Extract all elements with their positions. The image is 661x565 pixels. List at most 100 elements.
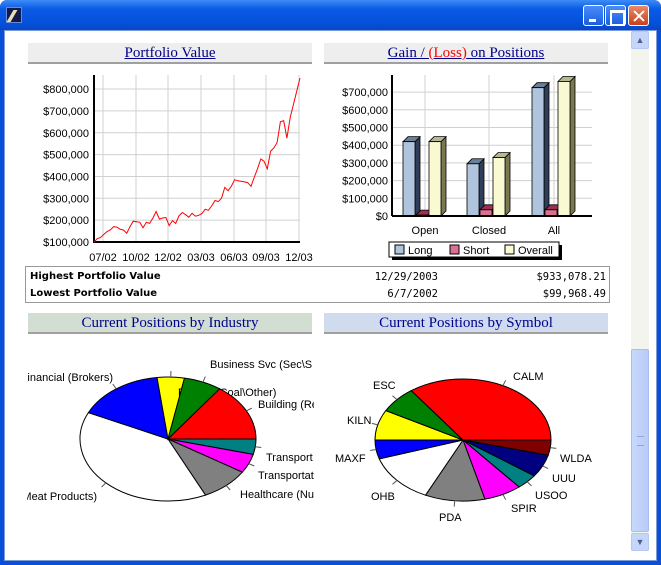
- legend-swatch: [504, 244, 515, 255]
- leader-line: [392, 479, 398, 485]
- vertical-scrollbar[interactable]: ▲ ▼: [631, 31, 649, 551]
- bar-overall: [492, 157, 506, 217]
- x-tick-label: 03/03: [187, 252, 215, 264]
- pie-label: PDA: [439, 512, 462, 524]
- leader-line: [542, 465, 549, 469]
- y-tick-label: $0: [376, 211, 388, 223]
- x-tick-label: 06/03: [220, 252, 248, 264]
- pie-label: SPIR: [511, 503, 537, 515]
- scroll-thumb[interactable]: [631, 349, 649, 532]
- pie-slice: [166, 388, 257, 440]
- legend: [388, 241, 560, 258]
- pie-slice: [87, 376, 169, 440]
- leader-line: [255, 446, 262, 449]
- gain-loss-link[interactable]: Gain / (Loss) on Positions: [388, 45, 545, 61]
- leader-line: [502, 380, 507, 386]
- legend-label: Overall: [518, 245, 553, 257]
- y-tick-label: $400,000: [43, 171, 89, 183]
- bar-overall: [557, 81, 571, 217]
- pie-slice: [79, 412, 207, 502]
- leader-line: [392, 395, 398, 401]
- x-tick-label: Open: [412, 225, 439, 237]
- leader-line: [502, 494, 507, 500]
- stat-label: Lowest Portfolio Value: [30, 288, 158, 299]
- y-tick-label: $600,000: [342, 105, 388, 117]
- symbol-header: Current Positions by Symbol: [324, 313, 608, 334]
- y-tick-label: $500,000: [43, 150, 89, 162]
- pie-label: ESC: [373, 380, 396, 392]
- stat-value: $99,968.49: [542, 288, 606, 300]
- loss-text: (Loss): [428, 45, 467, 61]
- close-button[interactable]: [628, 5, 649, 26]
- portfolio-stats-table: Highest Portfolio Value 12/29/2003 $933,…: [25, 266, 610, 303]
- pie-label: USOO: [535, 490, 568, 502]
- stat-date: 12/29/2003: [374, 271, 438, 283]
- x-tick-label: 10/02: [122, 252, 150, 264]
- pie-label: Meat Products): [22, 491, 97, 503]
- leader-line: [370, 449, 377, 451]
- portfolio-value-line-chart: 07/02 10/02 12/02 03/03 06/03 09/03 12/03 $100,…: [43, 75, 313, 264]
- pie-label: Transport: [266, 452, 313, 464]
- bar-side: [440, 135, 447, 217]
- industry-pie-chart: Transport Transportat Healthcare (Nu Meat P…: [22, 359, 314, 503]
- gain-suffix: on Positions: [466, 45, 545, 61]
- gain-loss-header: Gain / (Loss) on Positions: [324, 43, 608, 64]
- x-tick-label: 09/03: [252, 252, 280, 264]
- y-tick-label: $300,000: [342, 158, 388, 170]
- portfolio-value-link[interactable]: Portfolio Value: [124, 45, 216, 61]
- y-tick-label: $200,000: [43, 215, 89, 227]
- bar-side: [543, 81, 550, 217]
- x-tick-label: All: [548, 225, 560, 237]
- leader-line: [248, 463, 255, 467]
- table-row: Lowest Portfolio Value 6/7/2002 $99,968.…: [30, 286, 606, 302]
- scroll-up-button[interactable]: ▲: [631, 31, 649, 49]
- portfolio-value-line: [93, 77, 301, 243]
- y-tick-label: $200,000: [342, 176, 388, 188]
- stat-value: $933,078.21: [536, 271, 606, 283]
- scroll-down-button[interactable]: ▼: [631, 533, 649, 551]
- y-tick-label: $500,000: [342, 123, 388, 135]
- leader-line: [371, 422, 378, 426]
- pie-slice: [410, 378, 552, 441]
- stat-date: 6/7/2002: [387, 288, 438, 300]
- bar-overall: [428, 141, 442, 217]
- leader-line: [202, 376, 206, 383]
- pie-label: MAXF: [335, 453, 366, 465]
- pie-label: CALM: [513, 371, 544, 383]
- y-tick-label: $100,000: [342, 193, 388, 205]
- leader-line: [101, 482, 107, 488]
- bar-side: [569, 75, 576, 217]
- y-tick-label: $300,000: [43, 193, 89, 205]
- pie-label: inancial (Brokers): [27, 372, 113, 384]
- y-tick-label: $700,000: [342, 87, 388, 99]
- legend-label: Long: [408, 245, 432, 257]
- leader-line: [526, 481, 532, 487]
- portfolio-value-header: Portfolio Value: [28, 43, 312, 64]
- y-tick-label: $700,000: [43, 106, 89, 118]
- y-tick-label: $800,000: [43, 84, 89, 96]
- stat-label: Highest Portfolio Value: [30, 271, 161, 282]
- pie-label: OHB: [371, 491, 395, 503]
- leader-line: [112, 383, 117, 390]
- bar-long: [402, 141, 416, 217]
- pie-label: Healthcare (Nu: [240, 489, 314, 501]
- pie-label: KILN: [347, 415, 372, 427]
- leader-line: [550, 447, 557, 449]
- gain-loss-bar-chart: $0 $100,000 $200,000 $300,000 $400,000 $500,0…: [342, 75, 592, 260]
- bar-long: [531, 87, 545, 217]
- title-bar[interactable]: [0, 0, 661, 30]
- leader-line: [225, 485, 231, 491]
- x-tick-label: 12/02: [154, 252, 182, 264]
- table-row: Highest Portfolio Value 12/29/2003 $933,…: [30, 269, 606, 285]
- x-tick-label: 12/03: [285, 252, 313, 264]
- pie-label: WLDA: [560, 453, 592, 465]
- legend-label: Short: [463, 245, 489, 257]
- x-tick-label: 07/02: [89, 252, 117, 264]
- bar-side: [414, 135, 421, 217]
- pie-label: UUU: [552, 473, 576, 485]
- y-tick-label: $400,000: [342, 140, 388, 152]
- minimize-button[interactable]: [583, 5, 604, 26]
- maximize-button[interactable]: [605, 5, 626, 26]
